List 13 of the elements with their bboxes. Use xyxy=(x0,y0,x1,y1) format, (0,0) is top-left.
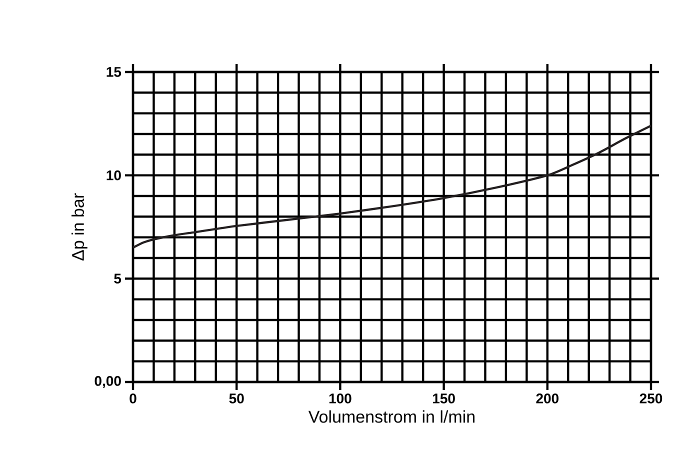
y-axis-title: Δp in bar xyxy=(72,193,88,261)
line-series xyxy=(133,124,651,249)
y-tick-label: 10 xyxy=(106,170,121,180)
x-axis-title: Volumenstrom in l/min xyxy=(308,410,474,423)
x-tick-label: 100 xyxy=(329,394,352,404)
x-tick-label: 50 xyxy=(229,394,244,404)
x-tick-label: 200 xyxy=(536,394,558,404)
y-tick-label: 15 xyxy=(106,67,122,77)
x-tick-label: 150 xyxy=(433,394,455,404)
y-tick-label: 5 xyxy=(114,274,122,284)
y-tick-label: 0,00 xyxy=(94,376,121,388)
x-tick-label: 250 xyxy=(640,394,662,404)
x-tick-label: 0 xyxy=(130,394,136,404)
